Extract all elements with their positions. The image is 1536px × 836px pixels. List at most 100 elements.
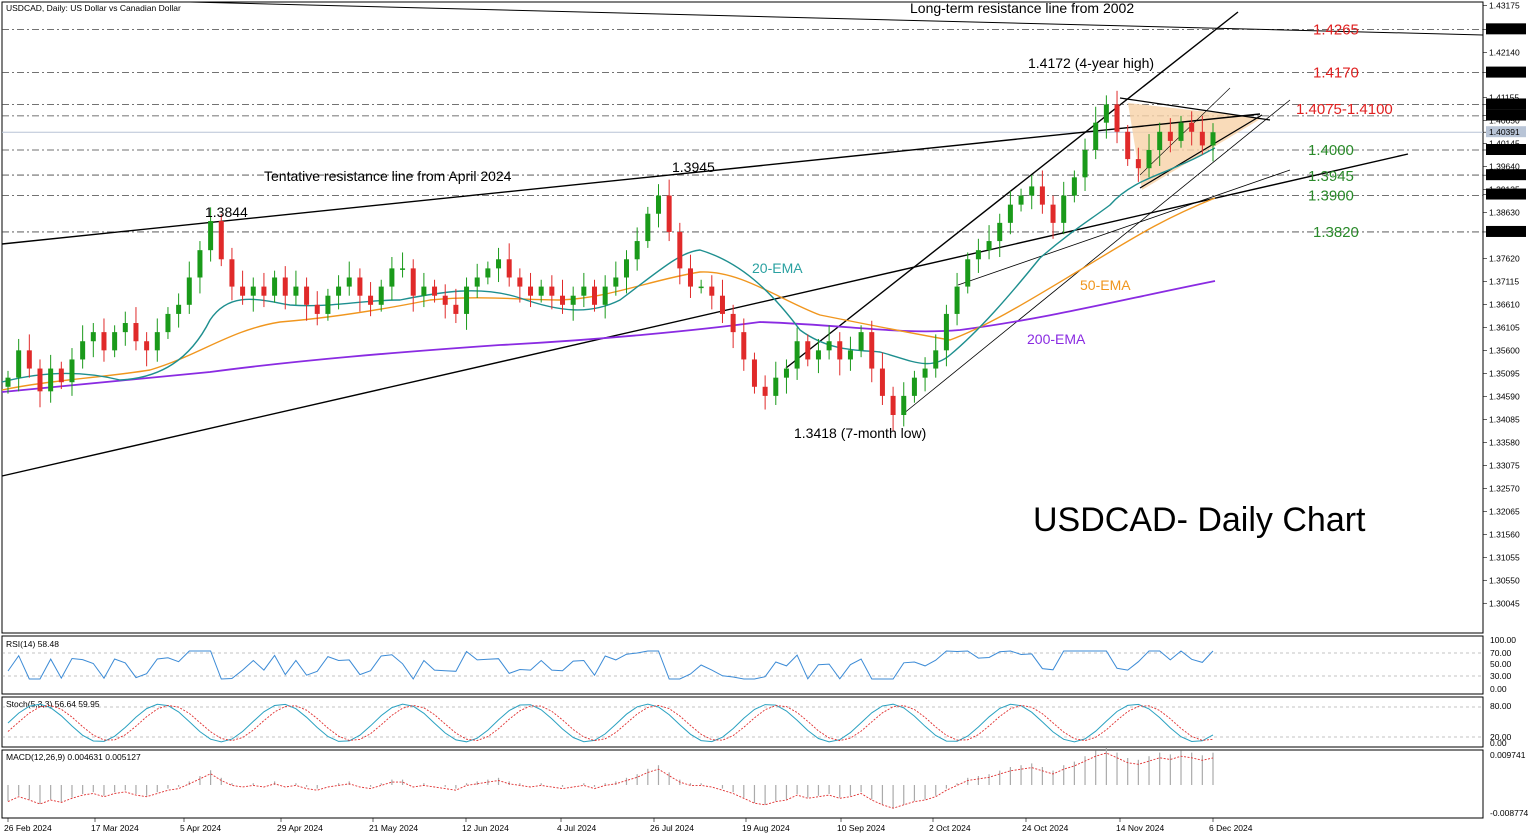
level-label: 1.4265 (1313, 21, 1359, 38)
level-label: 1.3945 (1308, 168, 1354, 185)
price-tick-label: 1.41000 (1489, 99, 1520, 109)
price-tick-label: 1.37115 (1489, 276, 1519, 286)
candle-body (58, 368, 64, 383)
candle-body (90, 332, 96, 342)
candle-body (1093, 122, 1099, 150)
candle-body (368, 295, 374, 305)
candlesticks (5, 90, 1216, 431)
candle-body (282, 277, 288, 296)
stoch-label: Stoch(5,3,3) 56.64 59.95 (6, 699, 100, 709)
price-tick-box (1486, 98, 1526, 110)
main-chart-title: USDCAD- Daily Chart (1033, 501, 1366, 539)
date-tick-label: 19 Aug 2024 (742, 823, 790, 833)
candle-body (1125, 131, 1131, 160)
candle-body (570, 295, 576, 305)
candle-body (208, 221, 214, 251)
candle-body (1050, 204, 1056, 223)
candle-body (847, 350, 853, 360)
candle-body (1178, 122, 1184, 141)
price-tick-label: 1.33580 (1489, 437, 1520, 447)
candle-body (325, 295, 331, 314)
candle-body (474, 277, 480, 287)
candle-body (496, 259, 502, 269)
date-tick-label: 26 Jul 2024 (650, 823, 694, 833)
rsi-tick-30: 30.00 (1490, 671, 1512, 681)
annotation-1-3844: 1.3844 (205, 204, 248, 220)
rsi-tick-70: 70.00 (1490, 648, 1512, 658)
candle-body (581, 286, 587, 296)
date-tick-label: 10 Sep 2024 (837, 823, 885, 833)
date-tick-label: 29 Apr 2024 (277, 823, 323, 833)
price-tick-label: 1.39447 (1489, 170, 1520, 180)
triangle-upper-line (1119, 97, 1271, 121)
candle-body (869, 332, 875, 369)
candle-body (1082, 150, 1088, 178)
candle-body (1071, 177, 1077, 196)
candle-body (602, 286, 608, 305)
candle-body (464, 286, 470, 314)
candle-body (293, 286, 299, 296)
candle-body (687, 268, 693, 287)
stoch-k-line (7, 703, 1214, 743)
candle-body (1135, 159, 1141, 169)
current-price-box (1486, 126, 1526, 138)
price-tick-label: 1.40000 (1489, 145, 1520, 155)
candle-body (144, 341, 150, 351)
candle-body (741, 332, 747, 360)
candle-body (314, 304, 320, 314)
candle-body (933, 350, 939, 369)
price-tick-label: 1.37620 (1489, 253, 1520, 263)
stoch-tick-20: 20.00 (1490, 732, 1512, 742)
candle-body (1189, 122, 1195, 132)
ema-200-line (1, 280, 1216, 393)
price-tick-label: 1.40391 (1489, 127, 1520, 137)
price-tick-label: 1.40757 (1489, 111, 1520, 121)
long-term-support-line (1, 153, 1409, 477)
candle-body (410, 268, 416, 296)
candle-body (528, 286, 534, 296)
candle-body (922, 368, 928, 378)
candle-body (442, 295, 448, 305)
price-tick-box (1486, 23, 1526, 35)
triangle-inner-line (1139, 87, 1231, 176)
annotation-7-month-low: 1.3418 (7-month low) (794, 425, 926, 441)
level-label: 1.4000 (1308, 142, 1354, 159)
candle-body (16, 350, 22, 378)
legend-200-ema: 200-EMA (1027, 331, 1086, 347)
candle-body (176, 304, 182, 314)
candle-body (1007, 204, 1013, 223)
candle-body (432, 286, 438, 296)
triangle-lower-line (1139, 114, 1263, 189)
rsi-line (7, 650, 1214, 680)
price-tick-label: 1.34085 (1489, 414, 1520, 424)
macd-panel-frame (1, 749, 1484, 819)
candle-body (304, 286, 310, 305)
candle-body (357, 277, 363, 296)
ema-20-line (1, 147, 1216, 383)
price-tick-label: 1.36105 (1489, 322, 1520, 332)
candle-body (154, 332, 160, 351)
candle-body (1167, 131, 1173, 141)
rsi-tick-50: 50.00 (1490, 659, 1512, 669)
price-tick-box (1486, 225, 1526, 237)
price-tick-label: 1.32570 (1489, 483, 1520, 493)
candle-body (229, 259, 235, 287)
price-tick-label: 1.31560 (1489, 529, 1520, 539)
candle-body (5, 377, 11, 387)
candle-body (773, 377, 779, 396)
candle-body (186, 277, 192, 305)
channel-lower-line (902, 99, 1291, 415)
candle-body (336, 286, 342, 296)
price-tick-label: 1.38200 (1489, 227, 1520, 237)
candle-body (815, 350, 821, 360)
date-tick-label: 26 Feb 2024 (4, 823, 52, 833)
candle-body (826, 341, 832, 351)
candle-body (101, 332, 107, 351)
date-tick-label: 2 Oct 2024 (929, 823, 971, 833)
date-tick-label: 6 Dec 2024 (1209, 823, 1253, 833)
legend-20-ema: 20-EMA (752, 260, 803, 276)
candle-body (666, 195, 672, 232)
rsi-panel-frame (1, 635, 1484, 695)
candle-body (69, 359, 75, 383)
